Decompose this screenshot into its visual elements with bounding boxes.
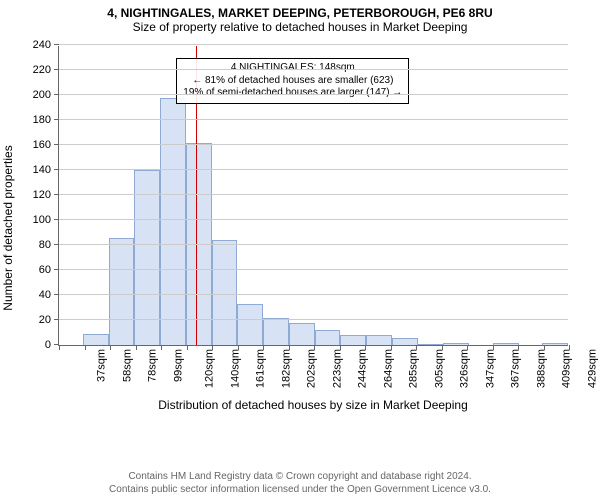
x-tick <box>569 345 570 350</box>
chart-area: Number of detached properties 4 NIGHTING… <box>20 38 580 418</box>
x-tick <box>340 345 341 350</box>
x-tick-label: 223sqm <box>331 349 343 388</box>
y-tick-label: 180 <box>33 114 59 126</box>
y-tick-label: 100 <box>33 214 59 226</box>
x-tick-label: 285sqm <box>407 349 419 388</box>
x-tick-label: 161sqm <box>254 349 266 388</box>
x-tick <box>442 345 443 350</box>
x-tick-label: 99sqm <box>172 349 184 382</box>
callout-line2: ← 81% of detached houses are smaller (62… <box>183 75 402 88</box>
footer-line1: Contains HM Land Registry data © Crown c… <box>0 471 600 484</box>
x-tick <box>263 345 264 350</box>
x-tick <box>289 345 290 350</box>
callout-box: 4 NIGHTINGALES: 148sqm ← 81% of detached… <box>176 58 409 104</box>
x-tick-label: 429sqm <box>586 349 598 388</box>
x-tick-label: 367sqm <box>509 349 521 388</box>
y-tick-label: 120 <box>33 189 59 201</box>
x-tick <box>314 345 315 350</box>
x-tick <box>187 345 188 350</box>
y-gridline <box>59 244 568 245</box>
x-tick-label: 58sqm <box>121 349 133 382</box>
x-tick-label: 78sqm <box>146 349 158 382</box>
y-gridline <box>59 294 568 295</box>
y-gridline <box>59 319 568 320</box>
histogram-bar <box>315 330 341 345</box>
x-tick <box>85 345 86 350</box>
x-tick-label: 264sqm <box>382 349 394 388</box>
histogram-bar <box>366 335 392 345</box>
chart-subtitle: Size of property relative to detached ho… <box>0 20 600 38</box>
y-tick-label: 20 <box>39 314 59 326</box>
x-tick <box>391 345 392 350</box>
y-tick-label: 160 <box>33 139 59 151</box>
x-tick <box>544 345 545 350</box>
x-tick-label: 182sqm <box>280 349 292 388</box>
y-tick-label: 60 <box>39 264 59 276</box>
x-tick-label: 305sqm <box>433 349 445 388</box>
x-tick <box>212 345 213 350</box>
y-gridline <box>59 44 568 45</box>
histogram-bar <box>493 343 519 346</box>
x-tick-label: 120sqm <box>203 349 215 388</box>
x-tick-label: 37sqm <box>95 349 107 382</box>
histogram-bar <box>109 238 135 346</box>
footer-attribution: Contains HM Land Registry data © Crown c… <box>0 471 600 496</box>
x-tick <box>365 345 366 350</box>
x-axis-label: Distribution of detached houses by size … <box>58 398 568 412</box>
x-tick <box>467 345 468 350</box>
x-tick <box>161 345 162 350</box>
x-tick <box>416 345 417 350</box>
x-tick-label: 347sqm <box>484 349 496 388</box>
y-gridline <box>59 269 568 270</box>
y-tick-label: 0 <box>45 339 59 351</box>
chart-container: 4, NIGHTINGALES, MARKET DEEPING, PETERBO… <box>0 0 600 500</box>
x-tick-label: 202sqm <box>305 349 317 388</box>
y-tick-label: 80 <box>39 239 59 251</box>
histogram-bar <box>392 338 418 346</box>
x-tick <box>136 345 137 350</box>
histogram-bar <box>83 334 109 345</box>
histogram-bar <box>418 344 444 345</box>
histogram-bar <box>212 240 238 345</box>
y-tick-label: 40 <box>39 289 59 301</box>
x-tick-label: 140sqm <box>229 349 241 388</box>
histogram-bar <box>542 343 568 346</box>
x-tick <box>493 345 494 350</box>
y-tick-label: 140 <box>33 164 59 176</box>
x-tick <box>518 345 519 350</box>
histogram-bar <box>289 323 315 346</box>
y-gridline <box>59 219 568 220</box>
histogram-bar <box>160 98 186 346</box>
y-tick-label: 240 <box>33 39 59 51</box>
histogram-bar <box>237 304 263 345</box>
plot-area: 4 NIGHTINGALES: 148sqm ← 81% of detached… <box>58 46 568 346</box>
y-gridline <box>59 169 568 170</box>
y-gridline <box>59 69 568 70</box>
histogram-bar <box>263 318 289 346</box>
x-tick <box>110 345 111 350</box>
y-tick-label: 220 <box>33 64 59 76</box>
y-gridline <box>59 94 568 95</box>
y-gridline <box>59 119 568 120</box>
y-gridline <box>59 144 568 145</box>
x-tick <box>59 345 60 350</box>
x-tick-label: 409sqm <box>560 349 572 388</box>
y-tick-label: 200 <box>33 89 59 101</box>
x-tick <box>238 345 239 350</box>
x-tick-label: 326sqm <box>458 349 470 388</box>
y-axis-label: Number of detached properties <box>1 145 15 310</box>
x-tick-label: 244sqm <box>356 349 368 388</box>
x-tick-label: 388sqm <box>535 349 547 388</box>
histogram-bar <box>340 335 366 345</box>
histogram-bar <box>443 343 469 346</box>
y-gridline <box>59 194 568 195</box>
chart-title-address: 4, NIGHTINGALES, MARKET DEEPING, PETERBO… <box>0 0 600 20</box>
footer-line2: Contains public sector information licen… <box>0 484 600 497</box>
